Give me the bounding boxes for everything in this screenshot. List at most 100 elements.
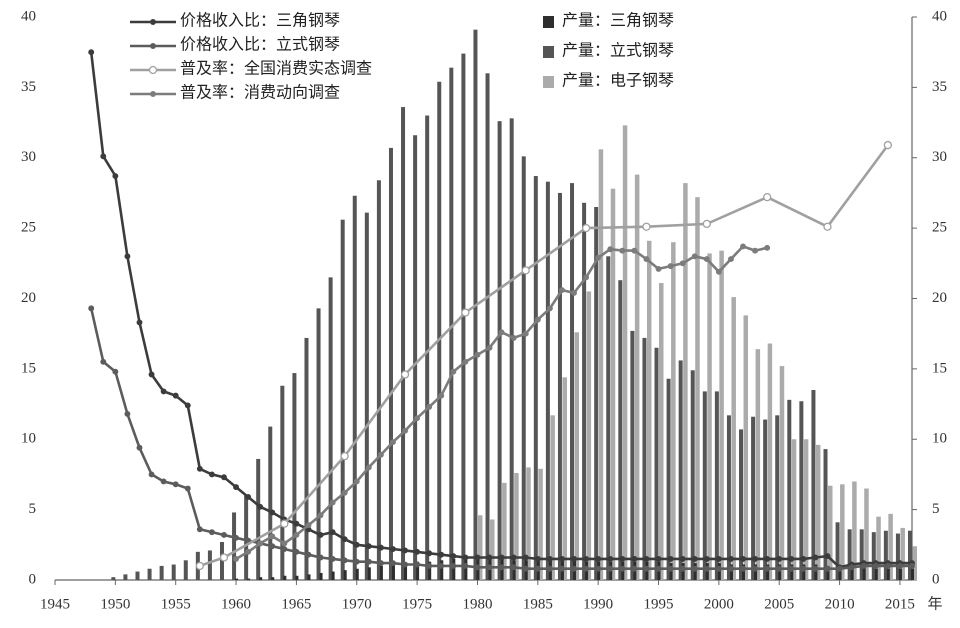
point (824, 565, 831, 572)
bar (695, 197, 700, 580)
point (317, 554, 324, 561)
point (245, 494, 252, 500)
point (883, 140, 893, 150)
point (546, 305, 553, 312)
point (233, 534, 240, 541)
point (486, 344, 493, 351)
point (160, 478, 167, 485)
bar (646, 240, 652, 581)
point (221, 474, 227, 481)
point (462, 358, 469, 365)
point (461, 308, 470, 317)
y2-tick-label: 0 (932, 571, 940, 587)
bar (729, 564, 733, 580)
point (438, 551, 445, 558)
point (365, 558, 372, 565)
bar (490, 519, 495, 580)
point (823, 222, 832, 231)
point (510, 564, 517, 571)
point (703, 555, 710, 562)
point (329, 555, 336, 562)
bar (111, 577, 116, 580)
point (764, 565, 771, 572)
point (426, 403, 433, 410)
bar (244, 495, 249, 580)
bar (232, 512, 237, 580)
point (583, 565, 590, 572)
point (691, 253, 698, 260)
bar (295, 575, 299, 580)
bar (726, 415, 731, 580)
legend-label: 普及率：消费动向调查 (180, 84, 340, 102)
bar (908, 530, 912, 580)
bar (147, 568, 152, 580)
bar (778, 564, 782, 580)
point (607, 246, 614, 253)
bar (654, 347, 659, 580)
x-unit: 年 (927, 595, 942, 612)
point (450, 368, 457, 375)
bar (766, 564, 770, 580)
x-tick-label: 2010 (825, 596, 855, 612)
point (522, 554, 529, 561)
point (679, 555, 686, 562)
bar (428, 561, 432, 580)
x-tick-label: 1985 (523, 596, 553, 612)
point (450, 562, 457, 569)
bar (671, 242, 676, 580)
point (438, 392, 445, 399)
point (450, 553, 457, 560)
point (353, 558, 360, 565)
point (884, 562, 891, 569)
point (679, 565, 686, 572)
y-tick-label: 25 (21, 220, 36, 236)
point (752, 565, 759, 572)
bar (235, 578, 239, 580)
point (740, 555, 746, 562)
point (88, 49, 95, 56)
bar (883, 530, 888, 580)
point (534, 555, 541, 562)
bar (742, 564, 746, 580)
bar (739, 429, 744, 580)
bar (292, 373, 297, 580)
point (740, 565, 746, 572)
bar (775, 415, 780, 580)
point (667, 565, 674, 572)
point (619, 247, 626, 254)
point (571, 289, 577, 296)
point (702, 219, 711, 229)
bar (642, 337, 647, 580)
point (546, 565, 553, 572)
point (691, 565, 698, 572)
point (595, 555, 602, 562)
point (195, 561, 204, 571)
bar (316, 308, 321, 580)
bar (751, 416, 756, 580)
y-tick-label: 30 (21, 149, 36, 165)
point (752, 555, 759, 562)
point (184, 485, 191, 492)
bar (634, 174, 640, 580)
point (136, 319, 143, 326)
bar (207, 550, 212, 580)
y-tick-label: 10 (21, 431, 36, 447)
bar (183, 560, 188, 580)
bar (485, 73, 490, 581)
bar (533, 176, 538, 581)
point (221, 532, 227, 538)
x-tick-label: 2005 (764, 596, 794, 612)
legend-marker (148, 65, 158, 75)
point (607, 555, 614, 562)
bar (364, 212, 369, 580)
point (631, 555, 638, 562)
point (196, 526, 203, 533)
point (402, 427, 408, 434)
bar (714, 391, 719, 580)
point (196, 465, 203, 472)
bar (259, 577, 263, 580)
point (353, 478, 360, 485)
x-tick-label: 1990 (583, 596, 613, 612)
point (100, 358, 107, 365)
